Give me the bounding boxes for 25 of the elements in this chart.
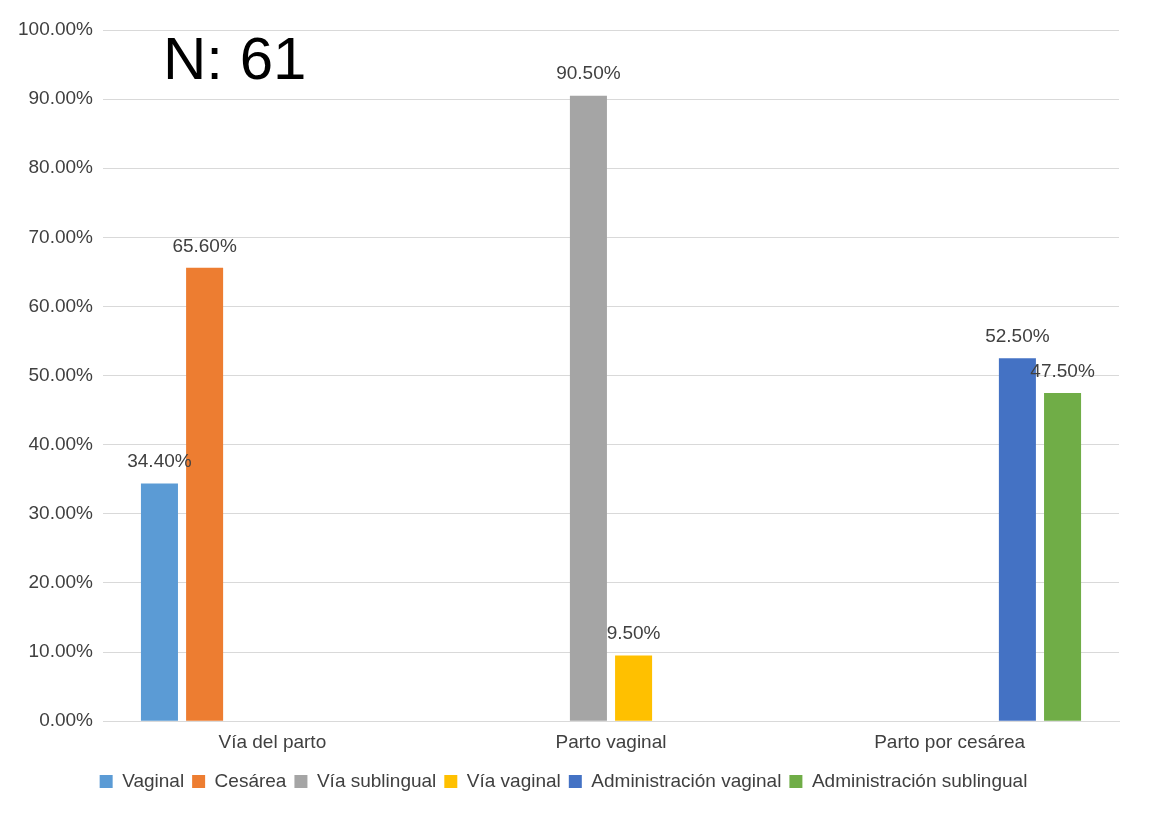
data-label: 9.50%	[606, 622, 661, 644]
y-tick-label: 90.00%	[28, 87, 94, 109]
y-tick-label: 50.00%	[28, 363, 94, 385]
data-label: 52.50%	[985, 325, 1050, 347]
data-label: 90.50%	[556, 62, 621, 84]
legend-label: Administración vaginal	[591, 769, 782, 791]
legend-label: Vía sublingual	[316, 769, 437, 791]
legend-label: Vía vaginal	[466, 769, 561, 791]
data-label: 65.60%	[172, 234, 237, 256]
y-tick-label: 100.00%	[17, 18, 94, 40]
legend-label: Cesárea	[214, 769, 287, 791]
y-tick-label: 0.00%	[39, 709, 94, 731]
y-tick-label: 20.00%	[28, 571, 94, 593]
y-tick-label: 30.00%	[28, 502, 94, 524]
y-tick-label: 60.00%	[28, 294, 94, 316]
y-tick-label: 10.00%	[28, 640, 94, 662]
x-tick-label: Vía del parto	[218, 730, 327, 752]
x-tick-label: Parto vaginal	[555, 730, 667, 752]
legend-label: Administración sublingual	[811, 769, 1028, 791]
y-tick-label: 40.00%	[28, 432, 94, 454]
annotation: N: 61	[163, 24, 307, 92]
legend-label: Vaginal	[122, 769, 185, 791]
y-tick-label: 80.00%	[28, 156, 94, 178]
x-tick-label: Parto por cesárea	[874, 730, 1026, 752]
y-tick-label: 70.00%	[28, 225, 94, 247]
